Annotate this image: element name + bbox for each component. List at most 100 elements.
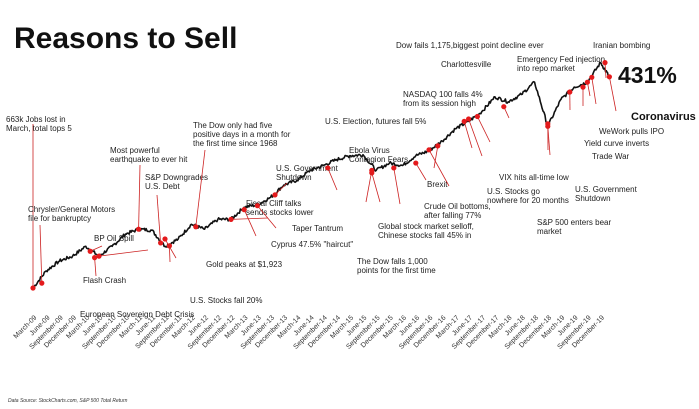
annotation-label: Crude Oil bottoms,: [424, 202, 491, 211]
annotation-leader: [463, 121, 473, 149]
annotation-label: Flash Crash: [83, 276, 126, 285]
chart-title: Reasons to Sell: [14, 22, 238, 55]
annotation-label: The Dow falls 1,000: [357, 257, 428, 266]
annotation-label: Emergency Fed injection: [517, 55, 605, 64]
event-marker: [369, 167, 375, 173]
event-marker: [158, 240, 164, 246]
event-marker: [87, 248, 93, 254]
annotation-leader: [257, 205, 277, 229]
event-marker: [589, 74, 595, 80]
annotation-label: Cyprus 47.5% "haircut": [271, 240, 353, 249]
annotation-label: Yield curve inverts: [584, 139, 649, 148]
annotation-leader: [243, 209, 257, 237]
annotation-leader: [609, 76, 617, 112]
annotation-label: sends stocks lower: [246, 208, 314, 217]
event-marker: [474, 113, 480, 120]
annotation-leader: [98, 249, 149, 257]
event-marker: [92, 255, 98, 261]
annotation-label: Chinese stocks fall 45% in: [378, 231, 471, 240]
event-marker: [545, 121, 551, 127]
coronavirus-label: Coronavirus: [631, 111, 696, 123]
annotation-label: Most powerful: [110, 146, 160, 155]
annotation-leader: [365, 170, 373, 203]
annotation-label: nowhere for 20 months: [487, 196, 569, 205]
event-marker: [254, 203, 260, 209]
annotation-leader: [371, 172, 381, 203]
annotation-label: Shutdown: [575, 194, 611, 203]
event-marker: [606, 74, 613, 80]
total-return-label: 431%: [618, 62, 677, 88]
annotation-label: Fiscal Cliff talks: [246, 199, 301, 208]
annotation-label: Trade War: [592, 152, 630, 161]
event-marker: [391, 165, 397, 171]
event-marker: [567, 89, 573, 95]
event-marker: [461, 118, 467, 124]
event-marker: [96, 253, 102, 259]
event-marker: [30, 285, 36, 291]
annotation-leader: [169, 245, 171, 263]
annotation-label: S&P 500 enters bear: [537, 218, 611, 227]
annotation-leader: [415, 162, 427, 181]
annotation-leader: [156, 194, 161, 243]
annotation-label: U.S. Election, futures fall 5%: [325, 117, 426, 126]
annotation-leader: [393, 167, 401, 205]
annotation-leader: [327, 167, 338, 191]
annotation-label: Contagion Fears: [349, 155, 408, 164]
annotation-label: positive days in a month for: [193, 130, 291, 139]
annotation-leader: [477, 116, 491, 143]
annotation-label: Ebola Virus: [349, 146, 390, 155]
annotation-leader: [164, 238, 177, 259]
annotation-label: WeWork pulls IPO: [599, 127, 664, 136]
annotation-label: U.S. Government: [575, 185, 638, 194]
annotation-label: into repo market: [517, 64, 576, 73]
annotation-label: from its session high: [403, 99, 476, 108]
annotation-label: the first time since 1968: [193, 139, 278, 148]
annotation-label: U.S. Stocks fall 20%: [190, 296, 262, 305]
annotation-leader: [468, 118, 483, 157]
event-marker: [602, 60, 608, 66]
annotation-label: Global stock market selloff,: [378, 222, 474, 231]
event-marker: [466, 116, 472, 122]
event-marker: [580, 84, 586, 90]
annotation-leader: [591, 77, 597, 105]
annotation-label: earthquake to ever hit: [110, 155, 188, 164]
annotation-leader: [428, 149, 450, 187]
annotation-leader: [274, 182, 288, 196]
annotation-leader: [195, 149, 206, 227]
annotation-leader: [433, 145, 439, 169]
annotation-label: Charlottesville: [441, 60, 492, 69]
annotation-label: March, total tops 5: [6, 124, 72, 133]
annotation-leader: [138, 164, 141, 230]
annotation-label: 663k Jobs lost in: [6, 115, 66, 124]
data-source-note: Data Source: StockCharts.com, S&P 500 To…: [8, 398, 128, 404]
event-marker: [272, 192, 278, 198]
annotation-label: BP Oil Spill: [94, 234, 134, 243]
annotation-label: Iranian bombing: [593, 41, 650, 50]
event-marker: [435, 143, 441, 149]
annotation-label: Gold peaks at $1,923: [206, 260, 283, 269]
event-marker: [193, 224, 199, 230]
event-marker: [162, 236, 168, 242]
annotation-label: NASDAQ 100 falls 4%: [403, 90, 483, 99]
annotation-label: The Dow only had five: [193, 121, 273, 130]
annotation-label: market: [537, 227, 562, 236]
annotation-leader: [94, 257, 97, 277]
sp500-line: [32, 61, 611, 289]
annotation-label: U.S. Stocks go: [487, 187, 540, 196]
event-marker: [501, 104, 507, 110]
event-marker: [584, 79, 591, 85]
annotation-label: Dow fails 1,175,biggest point decline ev…: [396, 41, 544, 50]
annotation-label: S&P Downgrades: [145, 173, 208, 182]
event-marker: [39, 280, 45, 286]
annotation-label: after falling 77%: [424, 211, 481, 220]
event-marker: [413, 160, 419, 166]
annotation-leader: [39, 224, 43, 284]
annotation-label: U.S. Debt: [145, 182, 180, 191]
annotation-label: Brexit: [427, 180, 448, 189]
annotation-label: points for the first time: [357, 266, 436, 275]
event-marker: [426, 147, 432, 153]
annotation-label: European Sovereign Debt Crisis: [80, 310, 194, 319]
event-marker: [228, 216, 234, 222]
annotation-label: VIX hits all-time low: [499, 173, 569, 182]
